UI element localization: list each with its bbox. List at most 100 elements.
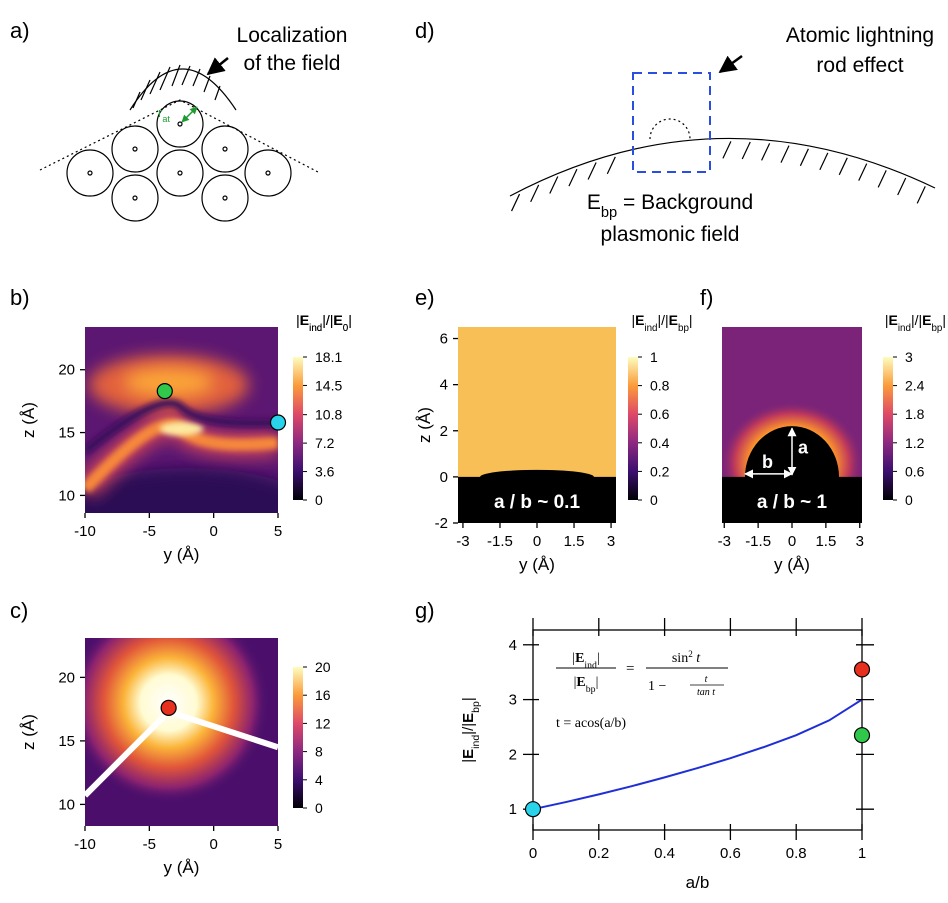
- x-tick-label: -10: [74, 523, 96, 540]
- hatch: [839, 158, 847, 175]
- text-part: E: [300, 312, 309, 328]
- text-part: |: [460, 697, 477, 701]
- colorbar-tick-label: 3: [905, 349, 913, 365]
- x-axis-label: y (Å): [774, 555, 810, 574]
- x-tick-label: 0.8: [786, 845, 807, 862]
- panel: |Eind||Ebp|=sin2 t1 −ttan tt = acos(a/b)…: [460, 618, 874, 892]
- colorbar-tick-label: 20: [315, 659, 331, 675]
- caption: Ebp = Background: [587, 191, 753, 221]
- text-part: |/|: [658, 312, 669, 328]
- y-tick-label: 4: [509, 637, 517, 654]
- annotation: rod effect: [816, 54, 903, 77]
- text-part: E: [889, 312, 898, 328]
- text-part: bp: [470, 701, 482, 713]
- text-part: |: [596, 675, 599, 690]
- y-tick-label: 0: [440, 469, 448, 486]
- text-part: |: [348, 312, 352, 328]
- diagram-a: [40, 58, 318, 221]
- colorbar-tick-label: 0.8: [650, 378, 670, 394]
- colorbar-tick-label: 1: [650, 349, 658, 365]
- y-tick-label: 2: [440, 423, 448, 440]
- heatmap-hot: [160, 422, 204, 436]
- marker-point: [157, 384, 172, 399]
- hatch: [512, 194, 520, 211]
- colorbar-tick-label: 1.8: [905, 406, 925, 422]
- hatch: [917, 186, 925, 203]
- y-tick-label: 15: [58, 425, 75, 442]
- marker-point: [161, 700, 176, 715]
- formula-part: sin2 t: [672, 649, 701, 666]
- colorbar-tick-label: 0.6: [650, 406, 670, 422]
- y-tick-label: 3: [509, 692, 517, 709]
- text-part: bp: [678, 323, 689, 334]
- colorbar-tick-label: 0: [315, 800, 323, 816]
- marker-point: [526, 802, 541, 817]
- x-axis-label: a/b: [686, 873, 710, 892]
- panel-label: f): [700, 285, 713, 310]
- x-axis-label: y (Å): [519, 555, 555, 574]
- formula-part: |Ebp|: [574, 675, 599, 695]
- colorbar-label: |Eind|/|Ebp|: [631, 312, 692, 334]
- panel-label: a): [10, 18, 30, 43]
- y-axis-label: z (Å): [19, 402, 38, 438]
- hatch: [878, 170, 886, 187]
- text-part: |: [597, 651, 600, 666]
- hatch: [723, 141, 731, 158]
- text-part: E: [669, 312, 678, 328]
- y-tick-label: 2: [509, 746, 517, 763]
- formula-part: tan t: [697, 687, 715, 698]
- x-axis-label: y (Å): [164, 545, 200, 564]
- diagram-d: [510, 56, 935, 211]
- formula-part: t: [705, 674, 708, 685]
- dimension-label: a: [798, 438, 809, 458]
- annotation: a / b ~ 0.1: [494, 492, 581, 513]
- x-tick-label: 0: [788, 533, 796, 550]
- text-part: E: [576, 675, 585, 690]
- x-tick-label: 0: [209, 836, 217, 853]
- x-tick-label: -5: [143, 523, 156, 540]
- x-tick-label: 1.5: [564, 533, 585, 550]
- body: a)b)c)d)e)f)g)Localizationof the fieldra…: [0, 0, 948, 903]
- x-tick-label: 0: [209, 523, 217, 540]
- colorbar-tick-label: 0.2: [650, 463, 670, 479]
- x-tick-label: -5: [143, 836, 156, 853]
- annotation: a / b ~ 1: [757, 492, 828, 513]
- particle-surface: [510, 138, 935, 196]
- y-tick-label: 20: [58, 362, 75, 379]
- text-part: t: [693, 651, 702, 666]
- annotation: Localization: [237, 24, 348, 47]
- bump: [480, 470, 594, 484]
- text-part: ind: [898, 323, 911, 334]
- colorbar-tick-label: 10.8: [315, 407, 342, 423]
- text-part: E: [922, 312, 931, 328]
- x-tick-label: -10: [74, 836, 96, 853]
- dimension-label: b: [762, 452, 773, 472]
- colorbar-tick-label: 14.5: [315, 377, 342, 393]
- colorbar: [628, 357, 638, 500]
- text-part: bp: [586, 684, 596, 695]
- hatch: [531, 185, 539, 202]
- hatch: [859, 164, 867, 181]
- hatch: [569, 169, 577, 186]
- adatom: [650, 119, 690, 139]
- text-part: E: [575, 651, 584, 666]
- colorbar-tick-label: 1.2: [905, 435, 925, 451]
- x-axis-label: y (Å): [164, 858, 200, 877]
- panel-label: d): [415, 18, 435, 43]
- x-tick-label: 5: [274, 836, 282, 853]
- atoms: [67, 101, 291, 221]
- colorbar-tick-label: 0.6: [905, 463, 925, 479]
- text-part: |: [689, 312, 693, 328]
- panel-label: e): [415, 285, 435, 310]
- hatch: [800, 149, 808, 166]
- y-axis-label: z (Å): [415, 407, 434, 443]
- text-part: = Background: [617, 191, 753, 214]
- colorbar-tick-label: 0: [650, 492, 658, 508]
- panel: a / b ~ 0.100.20.40.60.81|Eind|/|Ebp|-3-…: [415, 312, 693, 574]
- colorbar-tick-label: 16: [315, 687, 331, 703]
- colorbar-tick-label: 18.1: [315, 349, 342, 365]
- colorbar: [293, 357, 303, 500]
- x-tick-label: 5: [274, 523, 282, 540]
- text-part: E: [635, 312, 644, 328]
- text-part: E: [587, 191, 601, 214]
